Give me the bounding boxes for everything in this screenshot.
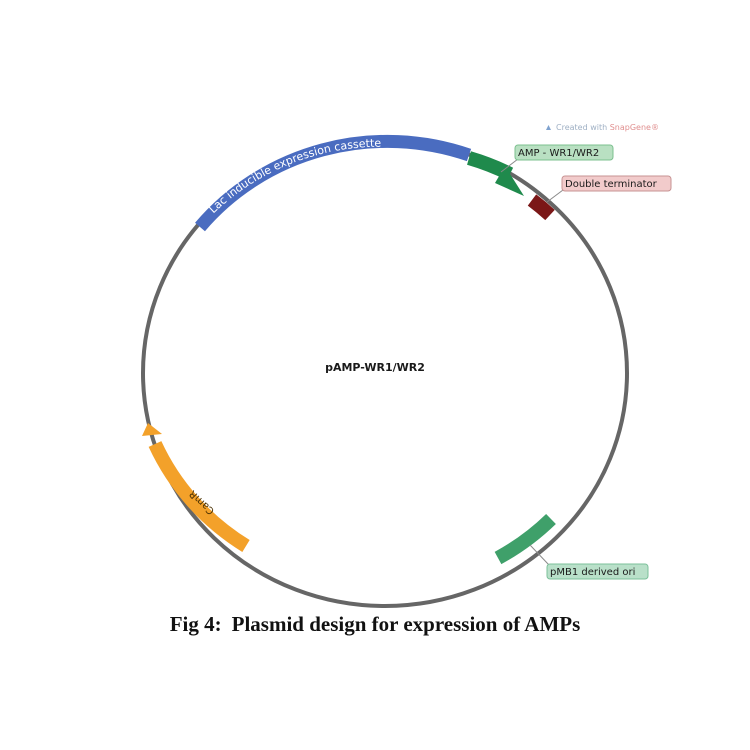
feature-amp-arrowhead — [495, 166, 524, 196]
callout-leader-terminator — [546, 189, 564, 203]
figure-caption-text: Plasmid design for expression of AMPs — [231, 612, 581, 636]
feature-camr-arrow — [148, 441, 250, 552]
callout-leader-ori — [529, 544, 550, 566]
feature-lac-cassette-label: Lac inducible expression cassette — [206, 137, 381, 216]
feature-double-terminator — [527, 194, 555, 221]
feature-lac-cassette — [195, 134, 472, 232]
snapgene-watermark: Created with SnapGene® — [545, 123, 659, 132]
snapgene-logo-icon — [546, 125, 551, 130]
callout-ori-text: pMB1 derived ori — [550, 567, 635, 578]
callout-amp-box — [514, 144, 614, 161]
callout-terminator-text: Double terminator — [565, 179, 658, 190]
watermark-prefix: Created with — [556, 123, 610, 132]
feature-camr-arrowhead — [142, 423, 162, 436]
figure-caption: Fig 4: Plasmid design for expression of A… — [0, 612, 750, 637]
watermark-mark: ® — [650, 123, 659, 132]
watermark-brand: SnapGene — [609, 123, 651, 132]
callout-amp-text: AMP - WR1/WR2 — [518, 148, 599, 159]
plasmid-name: pAMP-WR1/WR2 — [325, 361, 425, 374]
callout-leader-amp — [500, 158, 519, 173]
callout-terminator-box — [561, 175, 672, 192]
callout-ori-box — [546, 563, 649, 580]
feature-pmb1-ori — [494, 513, 556, 565]
figure-caption-number: Fig 4: — [169, 612, 222, 636]
